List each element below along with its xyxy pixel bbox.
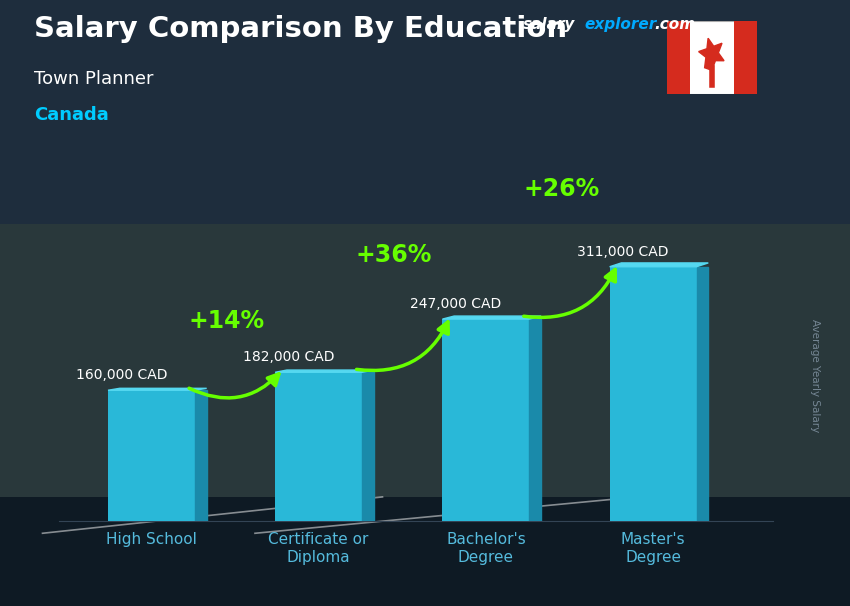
Text: Average Yearly Salary: Average Yearly Salary xyxy=(810,319,820,432)
Polygon shape xyxy=(108,388,207,390)
Text: 311,000 CAD: 311,000 CAD xyxy=(577,245,669,259)
Text: +36%: +36% xyxy=(356,243,432,267)
FancyArrowPatch shape xyxy=(524,270,615,318)
Text: Town Planner: Town Planner xyxy=(34,70,154,88)
Polygon shape xyxy=(699,38,724,70)
Text: 247,000 CAD: 247,000 CAD xyxy=(411,297,502,311)
Polygon shape xyxy=(275,370,374,372)
Polygon shape xyxy=(442,316,541,319)
FancyBboxPatch shape xyxy=(275,372,362,521)
Text: +14%: +14% xyxy=(189,309,265,333)
Text: 182,000 CAD: 182,000 CAD xyxy=(243,350,334,364)
FancyArrowPatch shape xyxy=(356,322,448,370)
Text: explorer: explorer xyxy=(585,17,657,32)
Polygon shape xyxy=(195,390,207,521)
FancyBboxPatch shape xyxy=(108,390,195,521)
FancyBboxPatch shape xyxy=(0,224,850,497)
FancyBboxPatch shape xyxy=(0,497,850,606)
FancyBboxPatch shape xyxy=(609,267,697,521)
Polygon shape xyxy=(697,267,708,521)
Text: salary: salary xyxy=(523,17,575,32)
Text: .com: .com xyxy=(654,17,695,32)
Text: +26%: +26% xyxy=(523,178,599,201)
Text: Canada: Canada xyxy=(34,106,109,124)
Polygon shape xyxy=(362,372,374,521)
FancyBboxPatch shape xyxy=(442,319,530,521)
Polygon shape xyxy=(609,263,708,267)
Polygon shape xyxy=(530,319,541,521)
Bar xyxy=(667,21,689,94)
Text: 160,000 CAD: 160,000 CAD xyxy=(76,368,167,382)
FancyArrowPatch shape xyxy=(189,374,279,398)
Text: Salary Comparison By Education: Salary Comparison By Education xyxy=(34,15,567,43)
Bar xyxy=(734,21,756,94)
